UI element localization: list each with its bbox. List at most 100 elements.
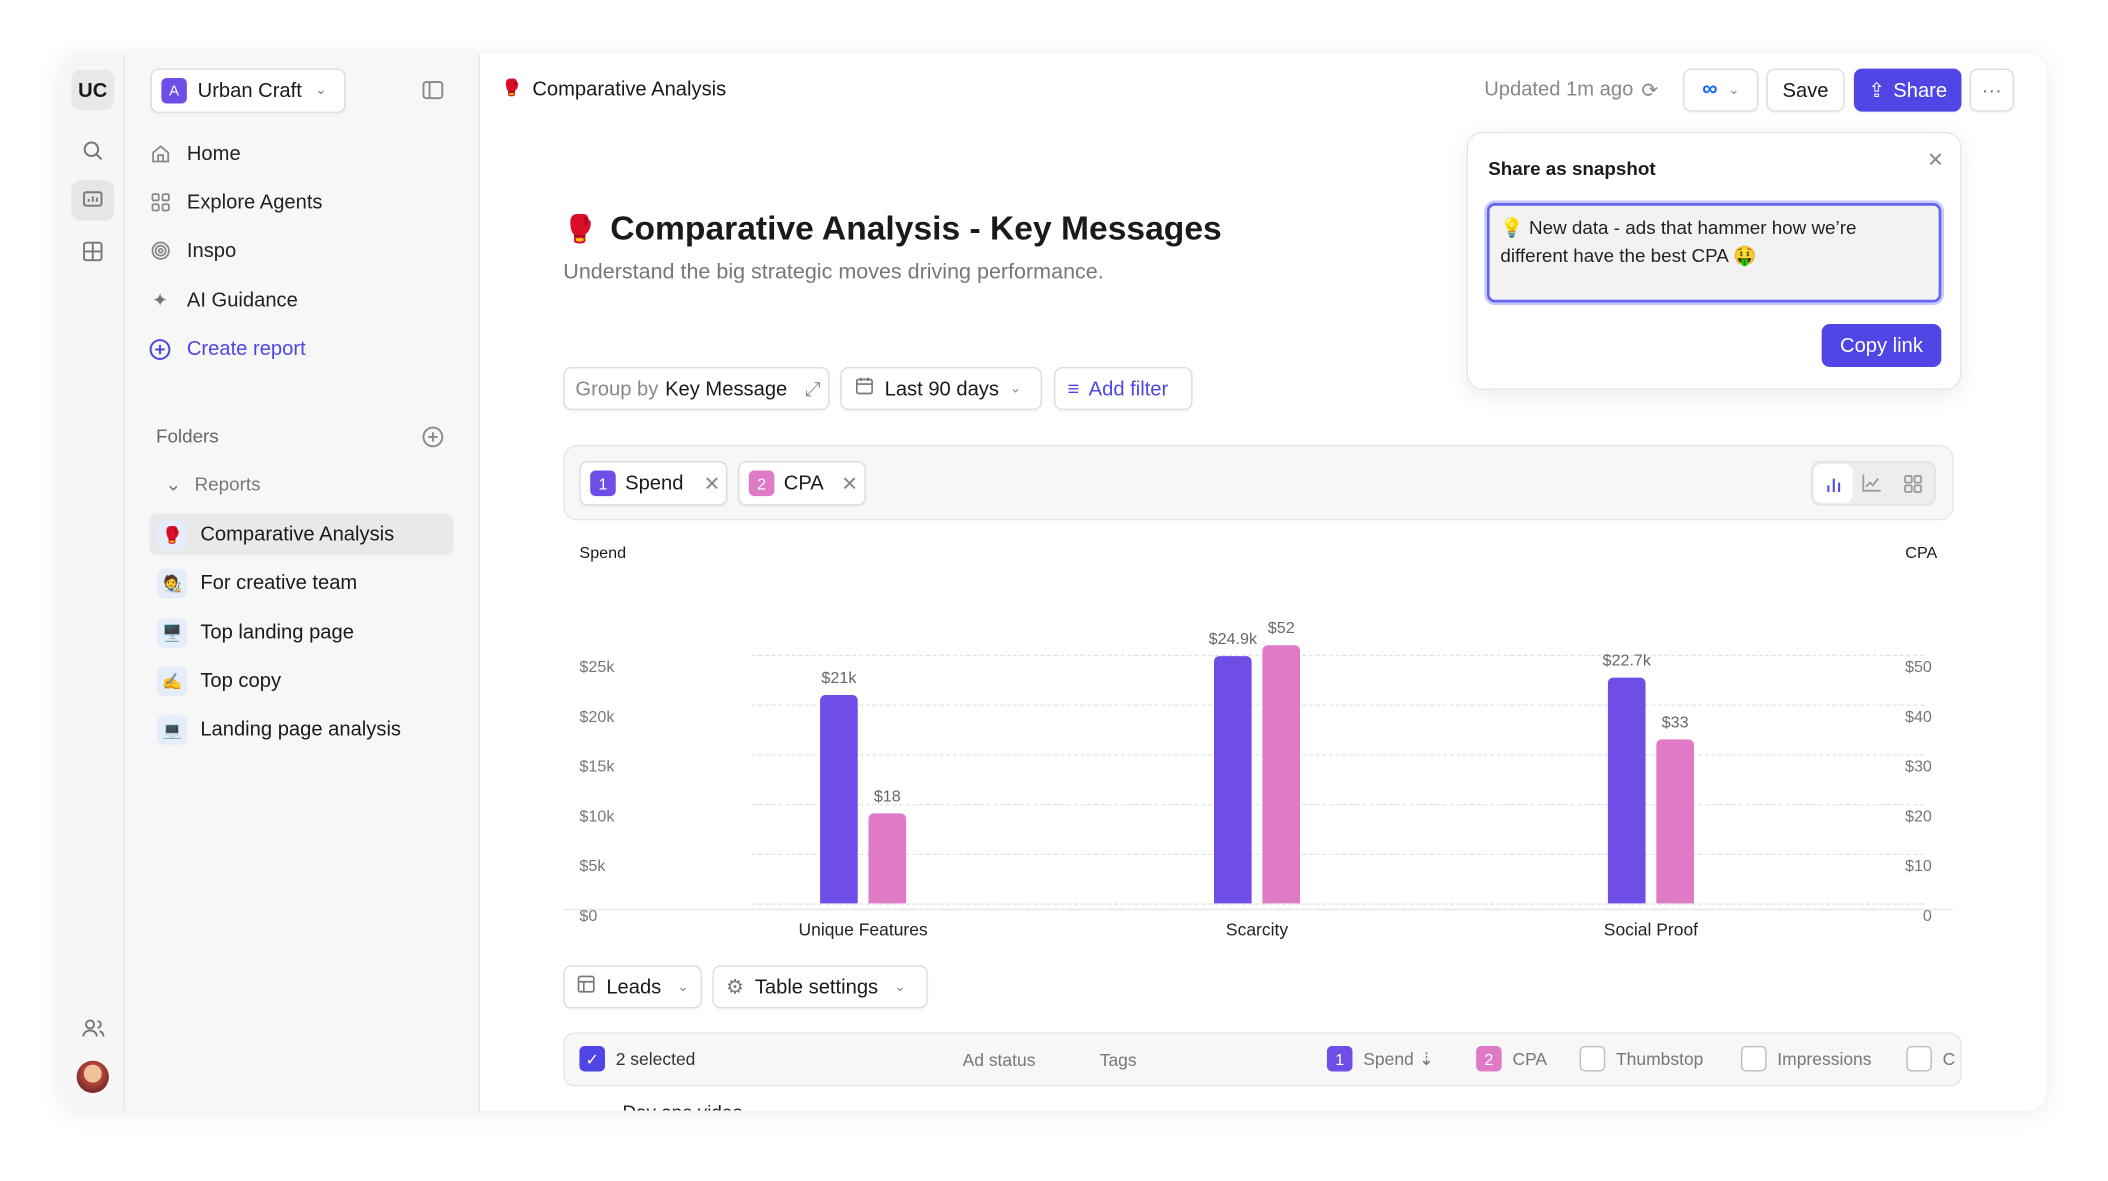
chart-type-toggle	[1810, 461, 1936, 506]
report-item-comparative-analysis[interactable]: 🥊 Comparative Analysis	[149, 513, 454, 556]
y-tick-right: $50	[1904, 657, 1932, 677]
sort-descending-icon[interactable]: ⇣	[1419, 1047, 1434, 1069]
save-button[interactable]: Save	[1766, 68, 1845, 112]
dashboard-icon[interactable]	[82, 241, 104, 269]
checkbox-checked-icon[interactable]: ✓	[579, 1045, 605, 1072]
users-icon[interactable]	[82, 1018, 105, 1046]
report-label: Landing page analysis	[200, 717, 402, 741]
chevron-down-icon: ⌄	[165, 473, 182, 495]
chevron-down-icon: ⌄	[1009, 381, 1022, 396]
table-icon	[577, 975, 596, 999]
metric-chip-spend[interactable]: 1 Spend ✕	[579, 461, 728, 506]
report-item-top-copy[interactable]: ✍️ Top copy	[149, 660, 453, 702]
bar-chart-icon[interactable]	[1813, 463, 1853, 503]
view-label: Leads	[606, 975, 662, 999]
metric-label: Spend	[625, 471, 684, 495]
selected-count: 2 selected	[615, 1048, 696, 1069]
plus-circle-icon	[149, 338, 171, 360]
y-tick-left: $25k	[579, 657, 615, 677]
nav-ai-guidance[interactable]: ✦ AI Guidance	[149, 289, 298, 312]
workspace-avatar[interactable]: UC	[71, 69, 115, 111]
chevron-down-icon: ⌄	[315, 83, 327, 99]
writing-hand-icon: ✍️	[157, 666, 187, 696]
column-impressions[interactable]: Impressions	[1740, 1045, 1872, 1072]
table-settings-dropdown[interactable]: ⚙ Table settings ⌄	[712, 965, 928, 1009]
gridline	[751, 754, 1924, 756]
metric-chip-cpa[interactable]: 2 CPA ✕	[738, 461, 866, 506]
y-tick-left: $20k	[579, 707, 615, 726]
y-tick-left: $10k	[579, 806, 615, 826]
breadcrumb-title: Comparative Analysis	[532, 77, 727, 101]
x-tick-label: Social Proof	[1603, 919, 1699, 940]
metric-label: CPA	[783, 471, 824, 495]
report-label: For creative team	[200, 571, 358, 595]
add-filter-button[interactable]: ≡ Add filter	[1054, 367, 1193, 411]
checkbox[interactable]	[1906, 1045, 1932, 1072]
nav-explore-agents[interactable]: Explore Agents	[149, 191, 323, 214]
reports-icon[interactable]	[71, 180, 115, 221]
table-row-title[interactable]: Day one video	[622, 1101, 742, 1110]
checkbox[interactable]	[1579, 1045, 1606, 1072]
copy-link-button[interactable]: Copy link	[1821, 324, 1942, 368]
reports-folder-label: Reports	[194, 473, 261, 495]
nav-inspo[interactable]: Inspo	[149, 239, 236, 262]
column-spend[interactable]: 1 Spend ⇣	[1326, 1045, 1434, 1072]
y-tick-right: $10	[1904, 856, 1932, 876]
gridline	[751, 704, 1924, 706]
collapse-sidebar-icon[interactable]	[422, 81, 444, 107]
report-item-top-landing-page[interactable]: 🖥️ Top landing page	[149, 612, 453, 654]
metrics-bar: 1 Spend ✕ 2 CPA ✕	[563, 444, 1954, 521]
report-label: Top landing page	[200, 621, 354, 644]
share-snapshot-popover: Share as snapshot ✕ 💡 New data - ads tha…	[1466, 131, 1962, 390]
page-title-text: Comparative Analysis - Key Messages	[610, 209, 1222, 248]
metric-number-badge: 2	[748, 470, 775, 497]
report-label: Comparative Analysis	[200, 522, 395, 546]
create-report-label: Create report	[186, 337, 306, 361]
view-dropdown[interactable]: Leads ⌄	[563, 965, 702, 1009]
platform-dropdown[interactable]: ∞ ⌄	[1683, 68, 1759, 112]
workspace-switcher[interactable]: A Urban Craft ⌄	[150, 68, 346, 113]
column-cpa[interactable]: 2 CPA	[1476, 1045, 1547, 1072]
main-content: 🥊 Comparative Analysis Updated 1m ago ⟳ ∞ ⌄…	[479, 53, 2047, 1111]
line-chart-icon[interactable]	[1862, 474, 1881, 499]
report-item-landing-page-analysis[interactable]: 💻 Landing page analysis	[149, 708, 453, 750]
reports-folder-toggle[interactable]: ⌄ Reports	[165, 473, 260, 496]
user-avatar[interactable]	[76, 1060, 109, 1093]
gridline	[751, 654, 1924, 657]
table-settings-label: Table settings	[754, 975, 879, 999]
create-report-link[interactable]: Create report	[149, 337, 306, 361]
close-icon[interactable]: ✕	[703, 472, 721, 496]
report-item-for-creative-team[interactable]: 🧑‍🎨 For creative team	[149, 562, 453, 604]
group-by-button[interactable]: Group by Key Message ⤢	[563, 367, 830, 411]
filter-icon: ≡	[1067, 377, 1080, 400]
refresh-icon[interactable]: ⟳	[1641, 79, 1659, 103]
checkbox[interactable]	[1740, 1045, 1767, 1072]
boxing-glove-icon: 🥊	[563, 215, 597, 245]
x-tick-label: Unique Features	[798, 919, 928, 940]
column-tags[interactable]: Tags	[1099, 1049, 1137, 1071]
column-thumbstop[interactable]: Thumbstop	[1579, 1045, 1704, 1072]
gear-icon: ⚙	[725, 976, 745, 999]
column-truncated[interactable]: C	[1906, 1045, 1956, 1072]
nav-home[interactable]: Home	[149, 143, 241, 165]
search-icon[interactable]	[82, 140, 104, 162]
bar-cpa	[1656, 739, 1694, 904]
date-range-dropdown[interactable]: Last 90 days ⌄	[840, 367, 1042, 411]
close-icon[interactable]: ✕	[1927, 149, 1945, 173]
column-ad-status[interactable]: Ad status	[962, 1049, 1036, 1071]
close-icon[interactable]: ✕	[841, 472, 859, 496]
snapshot-message-input[interactable]: 💡 New data - ads that hammer how we’re d…	[1486, 203, 1942, 303]
updated-text: Updated 1m ago	[1484, 77, 1634, 101]
grid-view-icon[interactable]	[1904, 475, 1923, 501]
column-label: C	[1942, 1048, 1956, 1069]
ellipsis-icon: ···	[1981, 78, 2002, 102]
select-all[interactable]: ✓ 2 selected	[579, 1045, 696, 1072]
column-label: Thumbstop	[1615, 1048, 1704, 1069]
add-folder-icon[interactable]	[422, 426, 444, 454]
folders-heading: Folders	[155, 424, 219, 447]
more-options-button[interactable]: ···	[1969, 68, 2014, 112]
workspace-badge: A	[161, 77, 187, 104]
share-button[interactable]: ⇪ Share	[1853, 68, 1962, 112]
y-tick-right: $40	[1904, 707, 1932, 726]
bar-spend	[1213, 655, 1252, 904]
